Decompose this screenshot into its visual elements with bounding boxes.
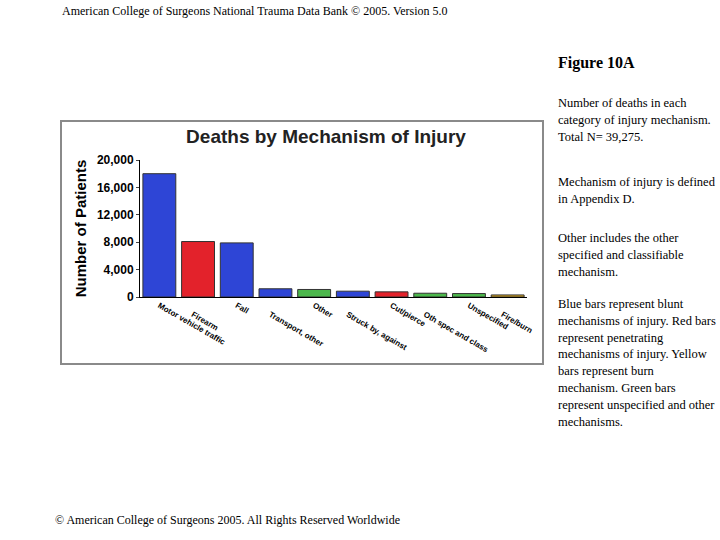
svg-text:8,000: 8,000 — [104, 235, 134, 249]
html-text:American College of Surgeons N: American College of Surgeons National Tr… — [62, 4, 448, 18]
svg-text:Transport, other: Transport, other — [267, 310, 325, 348]
html-text:Blue bars represent blunt mech: Blue bars represent blunt mechanisms of … — [558, 297, 716, 429]
svg-text:Number of Patients: Number of Patients — [72, 160, 89, 298]
svg-text:Struck by, against: Struck by, against — [345, 310, 409, 352]
html-text:Mechanism of injury is defined: Mechanism of injury is defined in Append… — [558, 175, 715, 206]
svg-text:Fall: Fall — [234, 301, 250, 316]
svg-text:Deaths by Mechanism of Injury: Deaths by Mechanism of Injury — [186, 126, 466, 147]
svg-text:Unspecified: Unspecified — [466, 301, 510, 332]
svg-text:Firearm: Firearm — [190, 310, 220, 332]
html-text:© American College of Surgeons: © American College of Surgeons 2005. All… — [55, 513, 400, 527]
html-text:Figure 10A: Figure 10A — [558, 54, 635, 71]
svg-text:Fire/burn: Fire/burn — [499, 310, 534, 335]
svg-text:Other: Other — [311, 301, 334, 319]
svg-text:Cut/pierce: Cut/pierce — [389, 301, 428, 329]
svg-text:16,000: 16,000 — [97, 181, 134, 195]
svg-text:Oth spec and class: Oth spec and class — [422, 310, 490, 355]
html-text:Number of deaths in each categ: Number of deaths in each category of inj… — [558, 96, 711, 144]
html-text:Other includes the other speci: Other includes the other specified and c… — [558, 231, 684, 279]
svg-text:0: 0 — [127, 290, 134, 304]
svg-text:4,000: 4,000 — [104, 263, 134, 277]
svg-text:Motor vehicle traffic: Motor vehicle traffic — [156, 301, 227, 347]
svg-text:12,000: 12,000 — [97, 208, 134, 222]
svg-text:20,000: 20,000 — [97, 153, 134, 167]
